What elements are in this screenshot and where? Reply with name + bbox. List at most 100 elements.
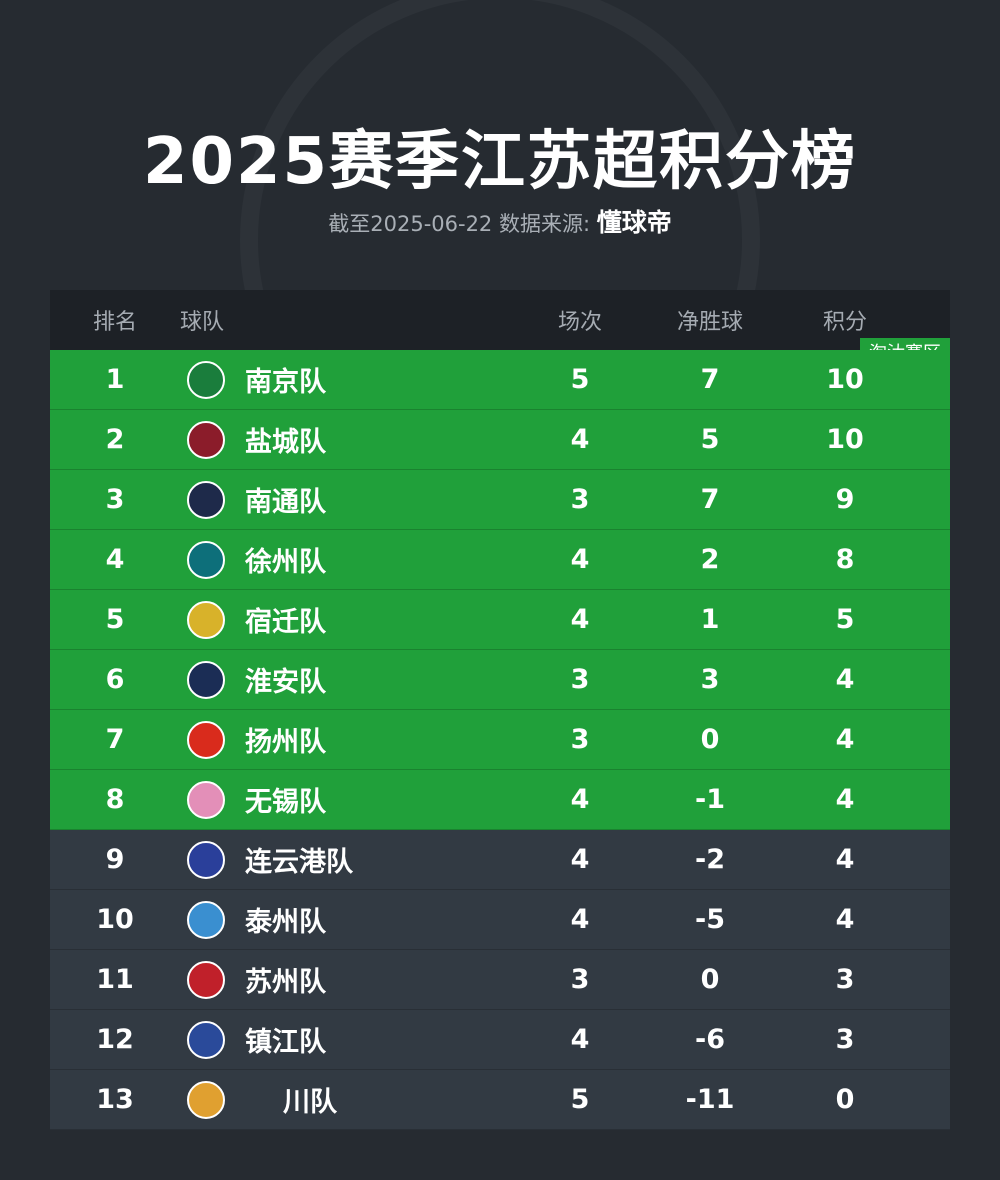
rank: 11 — [96, 964, 134, 995]
table-row: 3 南通队 3 7 9 — [50, 470, 950, 530]
rank: 3 — [105, 484, 125, 515]
team-logo-icon — [186, 1010, 226, 1069]
team-name: 徐州队 — [245, 547, 326, 578]
points: 5 — [835, 604, 855, 635]
goal-diff: -11 — [685, 1084, 735, 1115]
rank: 6 — [105, 664, 125, 695]
rank: 2 — [105, 424, 125, 455]
standings-table: 排名 球队 场次 净胜球 积分 淘汰赛区 1 南京队 5 7 102 盐城队 4… — [50, 290, 950, 1130]
team-logo-icon — [186, 950, 226, 1009]
team-name: 连云港队 — [245, 847, 353, 878]
goal-diff: 1 — [700, 604, 720, 635]
goal-diff: 2 — [700, 544, 720, 575]
rank: 10 — [96, 904, 134, 935]
goal-diff: 5 — [700, 424, 720, 455]
goal-diff: -2 — [695, 844, 725, 875]
team-logo-icon — [186, 350, 226, 409]
played: 3 — [570, 964, 590, 995]
played: 4 — [570, 544, 590, 575]
points: 3 — [835, 1024, 855, 1055]
points: 4 — [835, 904, 855, 935]
points: 9 — [835, 484, 855, 515]
team-logo-icon — [186, 650, 226, 709]
played: 3 — [570, 484, 590, 515]
goal-diff: 0 — [700, 964, 720, 995]
header-points: 积分 — [822, 310, 867, 335]
team-name: 盐城队 — [245, 427, 326, 458]
header-team: 球队 — [180, 310, 225, 335]
team-name: 宿迁队 — [245, 607, 326, 638]
goal-diff: -6 — [695, 1024, 725, 1055]
played: 4 — [570, 424, 590, 455]
played: 4 — [570, 604, 590, 635]
played: 3 — [570, 724, 590, 755]
points: 10 — [826, 424, 864, 455]
table-row: 13 川队 5 -11 0 — [50, 1070, 950, 1130]
team-name: 川队 — [283, 1087, 337, 1118]
points: 0 — [835, 1084, 855, 1115]
points: 4 — [835, 664, 855, 695]
played: 5 — [570, 1084, 590, 1115]
rank: 1 — [105, 364, 125, 395]
team-logo-icon — [186, 470, 226, 529]
header-rank: 排名 — [92, 310, 137, 335]
points: 4 — [835, 784, 855, 815]
rank: 4 — [105, 544, 125, 575]
table-row: 10 泰州队 4 -5 4 — [50, 890, 950, 950]
table-header: 排名 球队 场次 净胜球 积分 淘汰赛区 — [50, 290, 950, 364]
header-goal-diff: 净胜球 — [676, 310, 743, 335]
team-name: 无锡队 — [245, 787, 326, 818]
table-row: 12 镇江队 4 -6 3 — [50, 1010, 950, 1070]
team-name: 南京队 — [245, 367, 326, 398]
team-logo-icon — [186, 710, 226, 769]
played: 3 — [570, 664, 590, 695]
team-name: 扬州队 — [245, 727, 326, 758]
rank: 8 — [105, 784, 125, 815]
table-row: 2 盐城队 4 5 10 — [50, 410, 950, 470]
goal-diff: 7 — [700, 484, 720, 515]
header-played: 场次 — [557, 310, 602, 335]
goal-diff: 0 — [700, 724, 720, 755]
source-logo-text: 懂球帝 — [596, 208, 672, 237]
goal-diff: 7 — [700, 364, 720, 395]
rank: 7 — [105, 724, 125, 755]
rank: 5 — [105, 604, 125, 635]
table-row: 1 南京队 5 7 10 — [50, 350, 950, 410]
team-logo-icon — [186, 830, 226, 889]
date-source-text: 截至2025-06-22 数据来源: — [328, 212, 591, 236]
played: 4 — [570, 844, 590, 875]
table-row: 5 宿迁队 4 1 5 — [50, 590, 950, 650]
points: 3 — [835, 964, 855, 995]
team-name: 南通队 — [245, 487, 326, 518]
played: 4 — [570, 1024, 590, 1055]
table-row: 9 连云港队 4 -2 4 — [50, 830, 950, 890]
rank: 12 — [96, 1024, 134, 1055]
team-logo-icon — [186, 590, 226, 649]
page-title: 2025赛季江苏超积分榜 — [142, 125, 858, 199]
points: 8 — [835, 544, 855, 575]
goal-diff: -1 — [695, 784, 725, 815]
table-row: 7 扬州队 3 0 4 — [50, 710, 950, 770]
points: 4 — [835, 724, 855, 755]
points: 4 — [835, 844, 855, 875]
table-row: 4 徐州队 4 2 8 — [50, 530, 950, 590]
played: 4 — [570, 904, 590, 935]
team-name: 淮安队 — [245, 667, 326, 698]
points: 10 — [826, 364, 864, 395]
team-name: 泰州队 — [245, 907, 326, 938]
team-logo-icon — [186, 410, 226, 469]
team-logo-icon — [186, 770, 226, 829]
subtitle: 截至2025-06-22 数据来源: 懂球帝 — [0, 203, 1000, 239]
rank: 9 — [105, 844, 125, 875]
team-logo-icon — [186, 1070, 226, 1129]
team-name: 苏州队 — [245, 967, 326, 998]
rank: 13 — [96, 1084, 134, 1115]
table-row: 11 苏州队 3 0 3 — [50, 950, 950, 1010]
played: 5 — [570, 364, 590, 395]
table-row: 8 无锡队 4 -1 4 — [50, 770, 950, 830]
goal-diff: -5 — [695, 904, 725, 935]
team-logo-icon — [186, 530, 226, 589]
team-logo-icon — [186, 890, 226, 949]
table-row: 6 淮安队 3 3 4 — [50, 650, 950, 710]
team-name: 镇江队 — [245, 1027, 326, 1058]
